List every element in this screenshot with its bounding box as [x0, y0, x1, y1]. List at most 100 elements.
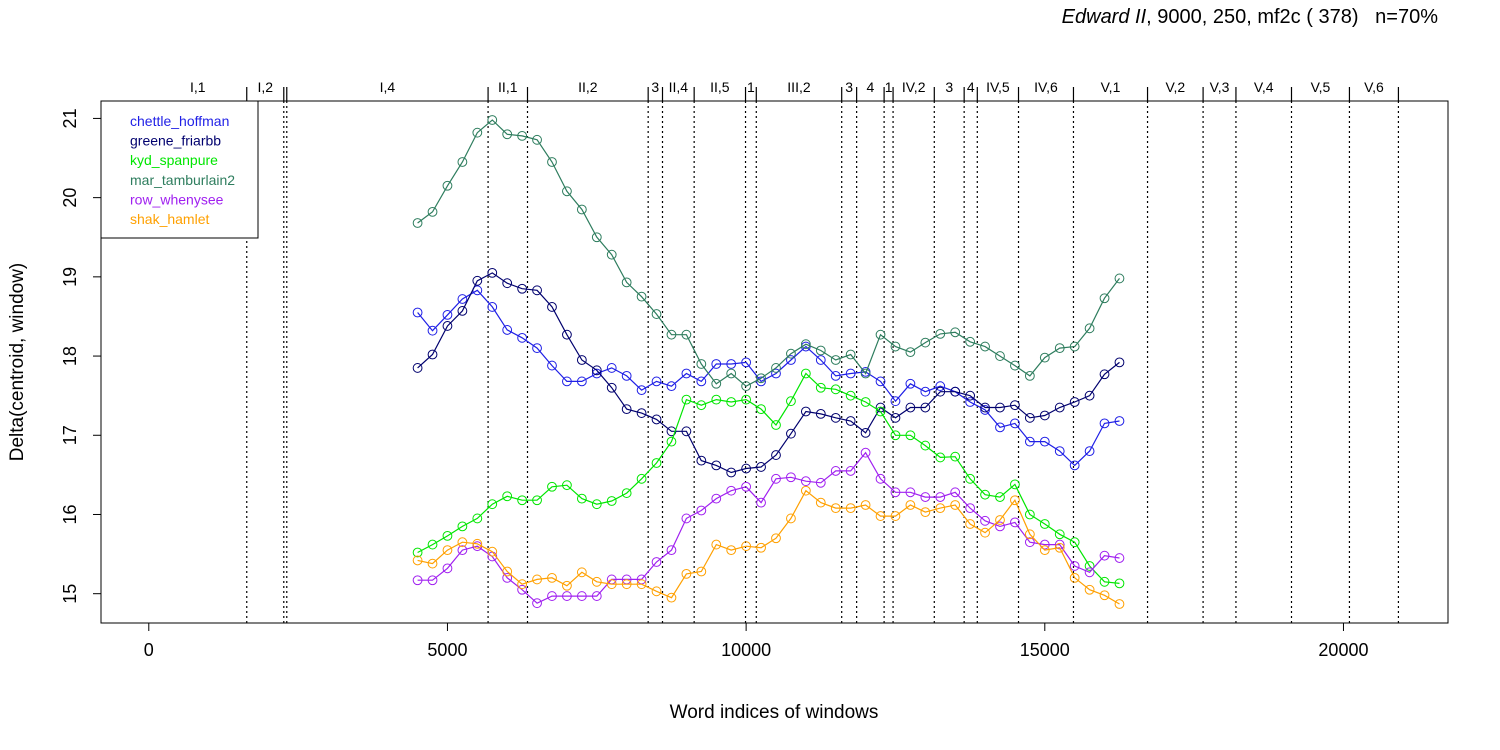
data-point-mar_tamburlain2: [591, 232, 602, 243]
data-point-shak_hamlet: [845, 503, 856, 514]
scene-label: I,4: [380, 79, 396, 95]
data-point-kyd_spanpure: [606, 496, 617, 506]
data-point-chettle_hoffman: [606, 363, 617, 373]
data-point-row_whenysee: [890, 487, 901, 498]
scene-label: V,4: [1254, 79, 1274, 95]
data-point-mar_tamburlain2: [1024, 370, 1035, 381]
data-point-row_whenysee: [830, 466, 841, 476]
x-tick-label: 5000: [427, 640, 467, 660]
data-point-chettle_hoffman: [502, 325, 513, 335]
data-point-shak_hamlet: [875, 511, 886, 521]
scene-labels: I,1 I,2 I,4 II,1 II,2 3 II,4 II,5 1 III,2 3 4 1 IV,2 3…: [190, 79, 1400, 101]
data-point-kyd_spanpure: [651, 458, 662, 468]
data-point-greene_friarbb: [442, 321, 453, 331]
data-point-kyd_spanpure: [1114, 578, 1125, 589]
data-point-chettle_hoffman: [905, 378, 916, 389]
data-point-shak_hamlet: [517, 579, 528, 590]
data-point-greene_friarbb: [756, 462, 766, 472]
data-point-shak_hamlet: [472, 538, 483, 549]
data-point-greene_friarbb: [1010, 400, 1020, 411]
data-point-shak_hamlet: [502, 566, 513, 577]
data-point-greene_friarbb: [1114, 357, 1125, 368]
data-point-greene_friarbb: [726, 467, 737, 478]
data-point-mar_tamburlain2: [800, 339, 811, 350]
data-point-row_whenysee: [905, 487, 916, 498]
data-point-shak_hamlet: [905, 500, 916, 510]
legend-entry: kyd_spanpure: [130, 152, 218, 168]
data-point-chettle_hoffman: [696, 376, 707, 387]
data-point-chettle_hoffman: [741, 357, 752, 368]
data-point-row_whenysee: [457, 545, 468, 556]
data-point-chettle_hoffman: [1099, 418, 1110, 429]
data-point-kyd_spanpure: [1054, 529, 1065, 540]
data-point-shak_hamlet: [726, 545, 737, 556]
data-point-greene_friarbb: [965, 390, 976, 401]
data-point-mar_tamburlain2: [756, 373, 766, 384]
data-point-greene_friarbb: [995, 402, 1005, 413]
y-tick-label: 20: [60, 188, 80, 208]
data-point-chettle_hoffman: [487, 302, 498, 312]
data-point-kyd_spanpure: [517, 495, 528, 506]
data-point-mar_tamburlain2: [412, 218, 423, 228]
data-point-kyd_spanpure: [412, 547, 423, 558]
y-tick-label: 16: [60, 504, 80, 524]
data-point-shak_hamlet: [666, 592, 677, 603]
data-point-greene_friarbb: [651, 414, 662, 425]
data-point-kyd_spanpure: [532, 495, 542, 506]
data-point-shak_hamlet: [711, 539, 722, 550]
data-point-mar_tamburlain2: [562, 186, 572, 197]
data-point-mar_tamburlain2: [651, 309, 662, 319]
data-point-kyd_spanpure: [1084, 561, 1095, 571]
data-point-row_whenysee: [756, 497, 766, 508]
data-point-mar_tamburlain2: [487, 115, 498, 125]
data-point-row_whenysee: [786, 472, 796, 483]
legend-entry: mar_tamburlain2: [130, 172, 235, 188]
scene-label: II,4: [669, 79, 689, 95]
data-point-row_whenysee: [980, 515, 990, 526]
data-point-greene_friarbb: [845, 416, 856, 426]
data-point-kyd_spanpure: [741, 394, 752, 405]
data-point-shak_hamlet: [1024, 529, 1035, 540]
data-point-kyd_spanpure: [487, 499, 498, 510]
data-point-greene_friarbb: [487, 267, 498, 278]
data-point-row_whenysee: [427, 575, 438, 586]
data-point-chettle_hoffman: [1054, 446, 1065, 457]
scene-label: V,6: [1364, 79, 1384, 95]
data-point-chettle_hoffman: [636, 385, 647, 396]
data-point-shak_hamlet: [487, 546, 498, 557]
data-point-greene_friarbb: [920, 402, 931, 413]
data-point-kyd_spanpure: [815, 382, 826, 393]
data-point-row_whenysee: [1084, 567, 1095, 578]
data-point-greene_friarbb: [830, 412, 841, 423]
data-point-greene_friarbb: [666, 426, 677, 437]
data-point-row_whenysee: [1099, 550, 1110, 561]
data-point-shak_hamlet: [457, 537, 468, 548]
data-point-shak_hamlet: [1114, 599, 1125, 609]
data-point-kyd_spanpure: [860, 397, 871, 407]
scene-label: V,1: [1101, 79, 1121, 95]
data-point-kyd_spanpure: [875, 406, 886, 417]
data-point-chettle_hoffman: [1039, 436, 1050, 447]
data-point-shak_hamlet: [860, 500, 871, 510]
chart-title: Edward II, 9000, 250, mf2c ( 378) n=70%: [1062, 6, 1438, 29]
data-point-mar_tamburlain2: [457, 157, 468, 167]
data-point-greene_friarbb: [1039, 410, 1050, 421]
scene-label: 4: [866, 79, 874, 95]
scene-label: 4: [967, 79, 975, 95]
data-point-shak_hamlet: [1084, 584, 1095, 595]
data-point-row_whenysee: [860, 447, 871, 458]
data-point-shak_hamlet: [830, 503, 841, 514]
data-point-greene_friarbb: [681, 426, 692, 437]
data-point-kyd_spanpure: [786, 396, 796, 407]
data-point-mar_tamburlain2: [965, 336, 976, 347]
scene-label: 3: [845, 79, 853, 95]
data-point-mar_tamburlain2: [1099, 293, 1110, 304]
x-tick-label: 0: [144, 640, 154, 660]
data-point-greene_friarbb: [711, 460, 722, 471]
data-point-shak_hamlet: [800, 485, 811, 496]
data-point-mar_tamburlain2: [636, 291, 647, 302]
x-axis: 0 5000 10000 15000 20000: [144, 623, 1368, 660]
data-point-chettle_hoffman: [1024, 436, 1035, 447]
data-point-chettle_hoffman: [681, 368, 692, 379]
legend: chettle_hoffman greene_friarbb kyd_spanpur…: [100, 100, 259, 239]
